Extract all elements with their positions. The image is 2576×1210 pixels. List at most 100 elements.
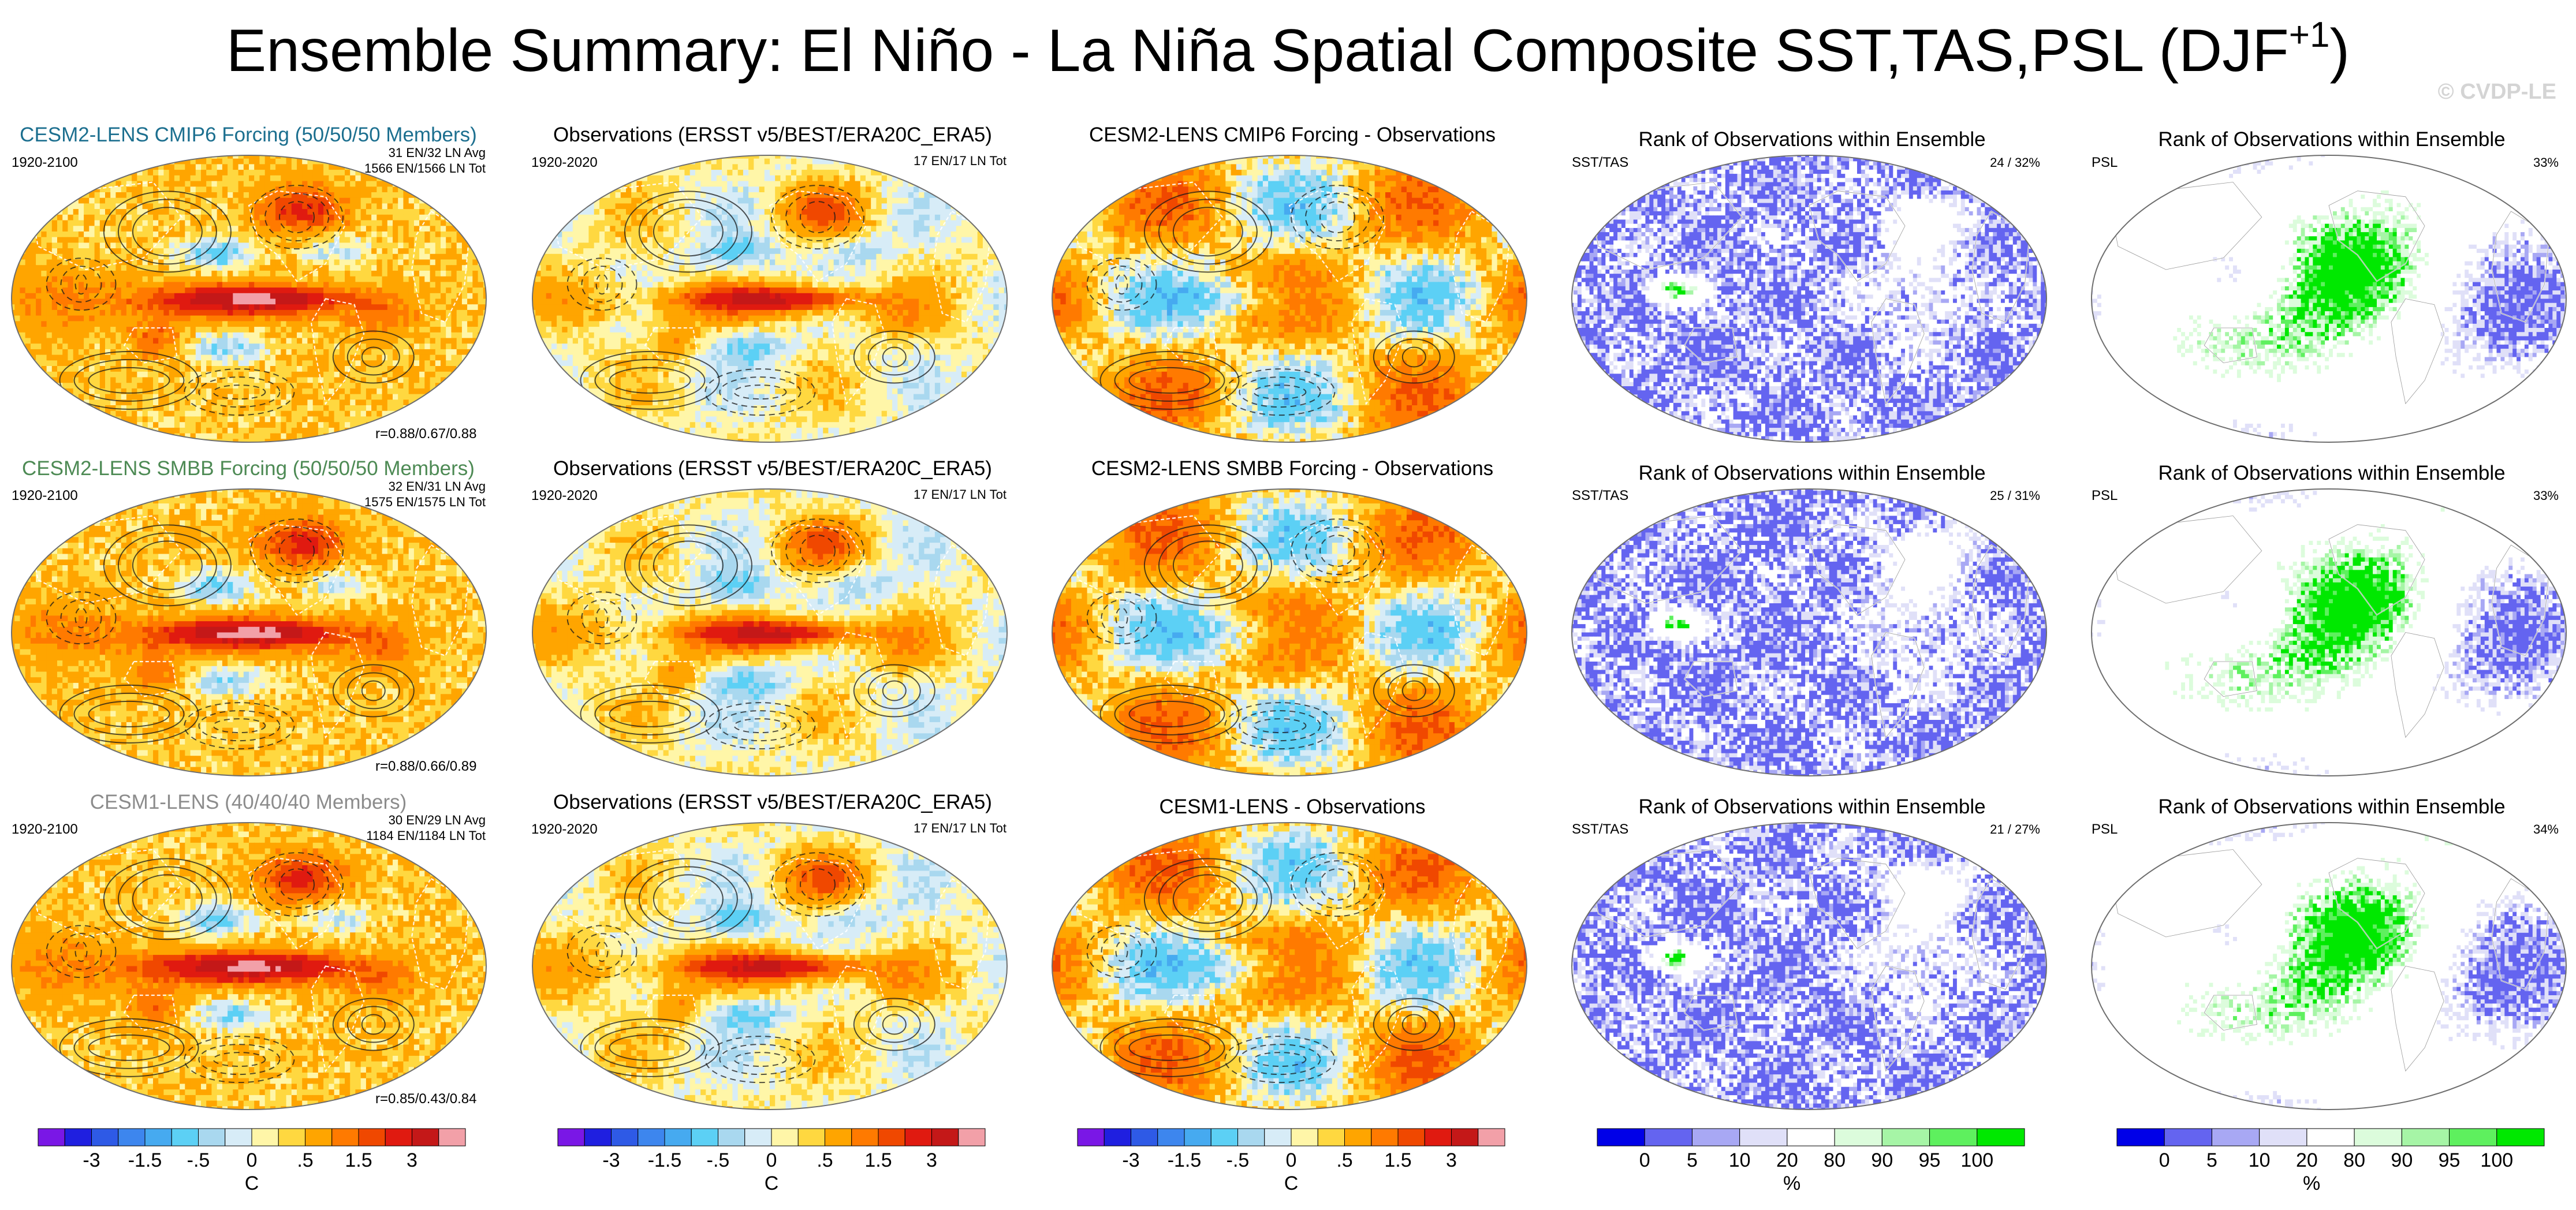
row1-obs-title: Observations (ERSST v5/BEST/ERA20C_ERA5) [530,124,1015,147]
temp-colorbar-segment [691,1129,718,1146]
row2-obs-title: Observations (ERSST v5/BEST/ERA20C_ERA5) [530,457,1015,480]
rank-colorbar-1: 0 5 10 20 80 90 95 100% [1591,1129,2030,1198]
row3-rank-sst-title: Rank of Observations within Ensemble [1570,796,2055,819]
rank-colorbar-tick: 95 [2439,1149,2461,1171]
rank-colorbar-segment [2497,1129,2544,1146]
temp-colorbar-segment [1291,1129,1318,1146]
temp-colorbar-segment [278,1129,305,1146]
temp-colorbar-segment [1158,1129,1184,1146]
row3-obs-title: Observations (ERSST v5/BEST/ERA20C_ERA5) [530,791,1015,814]
temp-colorbar-segment [199,1129,225,1146]
rank-colorbar-segment [2450,1129,2497,1146]
row3-model-correlation: r=0.85/0.43/0.84 [375,1091,476,1107]
row1-model-correlation: r=0.88/0.67/0.88 [375,426,476,442]
row3-rank-sst-map [1570,820,2049,1112]
page-title-text: Ensemble Summary: El Niño - La Niña Spat… [226,17,2289,84]
temp-colorbar-segment [638,1129,665,1146]
temp-colorbar-segment [932,1129,959,1146]
row1-rank-psl-title: Rank of Observations within Ensemble [2089,128,2574,151]
rank-colorbar-segment [1835,1129,1882,1146]
row1-model-map [9,153,489,445]
temp-colorbar-tick: 3 [407,1149,417,1171]
temp-colorbar-tick: -3 [1122,1149,1139,1171]
row3-rank-psl-map [2089,820,2568,1112]
temp-colorbar-segment [412,1129,439,1146]
temp-colorbar-segment [745,1129,771,1146]
temp-colorbar-segment [825,1129,852,1146]
temp-colorbar-segment [612,1129,638,1146]
row3-obs-map [530,820,1009,1112]
rank-colorbar-tick: 80 [1824,1149,1846,1171]
temp-colorbar-segment [225,1129,252,1146]
temp-colorbar-segment [878,1129,905,1146]
rank-colorbar-unit: % [2303,1172,2320,1194]
temp-colorbar-tick: -1.5 [128,1149,162,1171]
row2-model-map [9,487,489,778]
temp-colorbar-tick: .5 [817,1149,833,1171]
page-title-superscript: +1 [2289,15,2330,55]
temp-colorbar-segment [118,1129,145,1146]
temp-colorbar-tick: 1.5 [1384,1149,1411,1171]
rank-colorbar-segment [1930,1129,1977,1146]
temp-colorbar-segment [959,1129,985,1146]
rank-colorbar-tick: 20 [1776,1149,1798,1171]
temp-colorbar-tick: 0 [766,1149,777,1171]
row1-model-title: CESM2-LENS CMIP6 Forcing (50/50/50 Membe… [6,124,491,147]
row3-model-title: CESM1-LENS (40/40/40 Members) [6,791,491,814]
rank-colorbar-segment [2117,1129,2164,1146]
rank-colorbar-segment [1787,1129,1835,1146]
rank-colorbar-tick: 80 [2343,1149,2365,1171]
rank-colorbar-segment [1740,1129,1787,1146]
temp-colorbar-segment [1478,1129,1505,1146]
rank-colorbar-segment [2260,1129,2307,1146]
temp-colorbar-segment [252,1129,278,1146]
temp-colorbar-segment [1318,1129,1344,1146]
temp-colorbar-segment [558,1129,584,1146]
temp-colorbar-tick: 0 [247,1149,258,1171]
temp-colorbar-segment [1211,1129,1237,1146]
temp-colorbar-segment [1078,1129,1104,1146]
rank-colorbar-unit: % [1783,1172,1800,1194]
temp-colorbar-tick: 1.5 [345,1149,372,1171]
row2-obs-map [530,487,1009,778]
page-title: Ensemble Summary: El Niño - La Niña Spat… [0,16,2576,85]
rank-colorbar-segment [2212,1129,2259,1146]
temp-colorbar-segment [92,1129,118,1146]
row3-rank-psl-title: Rank of Observations within Ensemble [2089,796,2574,819]
rank-colorbar-segment [2164,1129,2212,1146]
temp-colorbar-tick: -1.5 [648,1149,682,1171]
temp-colorbar-segment [665,1129,691,1146]
rank-colorbar-tick: 0 [2159,1149,2170,1171]
temp-colorbar-segment [1104,1129,1131,1146]
row2-rank-psl-title: Rank of Observations within Ensemble [2089,462,2574,485]
temp-colorbar-segment [359,1129,385,1146]
rank-colorbar-segment [1692,1129,1739,1146]
temp-colorbar-segment [718,1129,745,1146]
row2-rank-sst-map [1570,487,2049,778]
temp-colorbar-segment [305,1129,332,1146]
rank-colorbar-tick: 0 [1639,1149,1650,1171]
row1-rank-sst-title: Rank of Observations within Ensemble [1570,128,2055,151]
row1-rank-psl-map [2089,153,2568,445]
temp-colorbar-segment [852,1129,878,1146]
rank-colorbar-segment [2307,1129,2354,1146]
row2-diff-title: CESM2-LENS SMBB Forcing - Observations [1050,457,1535,480]
temp-colorbar-segment [1425,1129,1451,1146]
row2-rank-sst-title: Rank of Observations within Ensemble [1570,462,2055,485]
temp-colorbar-unit: C [1284,1172,1299,1194]
row2-model-title: CESM2-LENS SMBB Forcing (50/50/50 Member… [6,457,491,480]
temp-colorbar-tick: .5 [1336,1149,1352,1171]
row2-rank-psl-map [2089,487,2568,778]
temp-colorbar-tick: -.5 [1227,1149,1250,1171]
temp-colorbar-segment [1238,1129,1265,1146]
temp-colorbar-segment [172,1129,198,1146]
temp-colorbar-segment [1398,1129,1425,1146]
temp-colorbar-segment [1131,1129,1158,1146]
temp-colorbar-segment [584,1129,611,1146]
page-title-close: ) [2330,17,2350,84]
temp-colorbar-tick: 3 [926,1149,937,1171]
row1-diff-title: CESM2-LENS CMIP6 Forcing - Observations [1050,124,1535,147]
temp-colorbar-segment [1184,1129,1211,1146]
row1-rank-sst-map [1570,153,2049,445]
rank-colorbar-tick: 5 [2206,1149,2217,1171]
